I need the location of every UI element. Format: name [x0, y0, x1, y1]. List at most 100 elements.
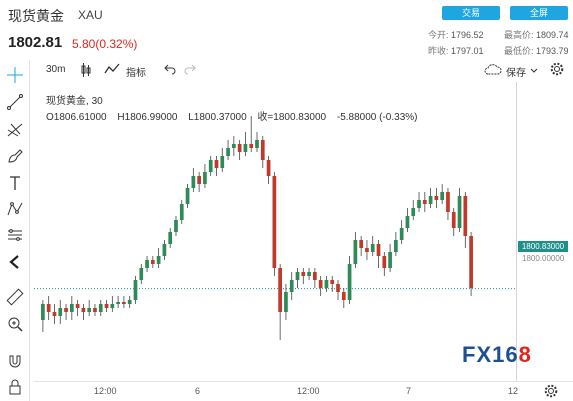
magnet-icon[interactable] — [6, 352, 24, 370]
candle — [41, 300, 45, 332]
candle — [150, 256, 155, 268]
text-icon[interactable] — [6, 174, 24, 192]
candle — [451, 208, 456, 236]
candle — [469, 232, 473, 296]
chart-legend-name: 现货黄金 — [46, 96, 86, 107]
candle — [307, 268, 311, 280]
candle — [440, 184, 445, 204]
ohlc-close: 收=1800.83000 — [257, 112, 327, 123]
stat-high: 最高价: 1809.74 — [504, 30, 569, 40]
candle — [341, 288, 346, 308]
redo-icon[interactable] — [184, 63, 196, 78]
candle — [382, 252, 387, 276]
candle — [376, 240, 381, 268]
candle — [98, 300, 103, 316]
candle — [457, 188, 462, 232]
candle — [324, 276, 329, 292]
candle — [266, 156, 271, 184]
candle — [203, 164, 207, 188]
price-change: 5.80(0.32%) — [72, 37, 138, 51]
candle — [46, 296, 51, 320]
stat-open: 今开: 1796.52 — [428, 30, 484, 40]
stat-prev-close: 昨收: 1797.01 — [428, 46, 484, 56]
candle — [428, 188, 433, 208]
candle — [185, 184, 190, 208]
candle — [284, 284, 288, 320]
chart-toolbar: 30m 指标 保存 — [34, 60, 573, 82]
ohlc-change: -5.88000 (-0.33%) — [336, 112, 418, 123]
time-tick: 12 — [508, 386, 519, 396]
price-axis-divider — [516, 82, 517, 382]
candle — [278, 264, 282, 340]
interval-selector[interactable]: 30m — [46, 64, 66, 75]
candle — [405, 208, 410, 232]
candle — [139, 264, 144, 284]
candle-type-icon[interactable] — [80, 63, 92, 80]
candlestick-chart[interactable] — [34, 82, 516, 382]
candle — [168, 228, 173, 248]
ruler-icon[interactable] — [6, 288, 24, 306]
crosshair-icon[interactable] — [6, 66, 24, 84]
measure-icon[interactable] — [6, 226, 24, 244]
fullscreen-button[interactable]: 全屏 — [510, 6, 568, 20]
candle — [394, 232, 398, 256]
candle — [243, 132, 248, 156]
candle — [272, 172, 277, 276]
chart-legend-interval: 30 — [91, 96, 103, 107]
candle — [214, 156, 219, 176]
lock-icon[interactable] — [6, 378, 24, 396]
candle — [75, 300, 80, 316]
candle — [301, 268, 306, 284]
chart-legend: 现货黄金, 30 — [46, 96, 103, 107]
ohlc-readout: O1806.61000 H1806.99000 L1800.37000 收=18… — [46, 108, 426, 123]
trendline-icon[interactable] — [6, 93, 24, 111]
candle — [127, 296, 132, 308]
undo-icon[interactable] — [164, 63, 176, 78]
candle — [145, 256, 149, 272]
last-price-label: 1800.83000 — [518, 241, 568, 252]
candle — [104, 300, 109, 312]
candle — [336, 280, 340, 300]
candle — [353, 232, 358, 268]
fibonacci-icon[interactable] — [6, 120, 24, 138]
pattern-icon[interactable] — [6, 200, 24, 218]
arrow-left-icon[interactable] — [6, 253, 24, 271]
time-tick: 6 — [195, 386, 201, 396]
trade-button[interactable]: 交易 — [442, 6, 500, 20]
last-price: 1802.81 — [8, 34, 63, 51]
time-tick: 7 — [406, 386, 412, 396]
candle — [237, 140, 242, 160]
settings-gear-icon[interactable] — [544, 384, 558, 401]
candle — [156, 248, 161, 268]
candle — [220, 148, 225, 172]
indicators-icon[interactable] — [104, 63, 120, 78]
candle — [87, 300, 92, 316]
instrument-symbol: XAU — [78, 8, 103, 22]
candle — [295, 268, 300, 288]
brush-icon[interactable] — [6, 147, 24, 165]
candle — [388, 244, 392, 272]
ohlc-low: L1800.37000 — [188, 112, 247, 123]
candle — [249, 116, 254, 152]
cloud-icon[interactable] — [484, 63, 502, 78]
zoom-in-icon[interactable] — [6, 315, 24, 333]
candle — [93, 304, 97, 316]
gear-icon[interactable] — [550, 62, 564, 79]
candle — [330, 276, 335, 292]
chevron-down-icon[interactable] — [530, 66, 538, 77]
save-button[interactable]: 保存 — [506, 68, 526, 79]
candle — [52, 304, 57, 324]
candle — [81, 304, 86, 320]
candle — [318, 276, 323, 296]
candle — [69, 296, 74, 320]
fx168-logo: FX168 — [462, 342, 532, 367]
price-axis-label: 1800.00000 — [522, 254, 565, 263]
candle — [64, 304, 68, 320]
stat-low: 最低价: 1793.79 — [504, 46, 569, 56]
candle — [122, 296, 126, 308]
indicators-button[interactable]: 指标 — [126, 68, 146, 79]
candle — [417, 192, 421, 212]
candle — [370, 236, 375, 256]
drawing-toolbar — [0, 60, 30, 401]
ohlc-open: O1806.61000 — [46, 112, 107, 123]
